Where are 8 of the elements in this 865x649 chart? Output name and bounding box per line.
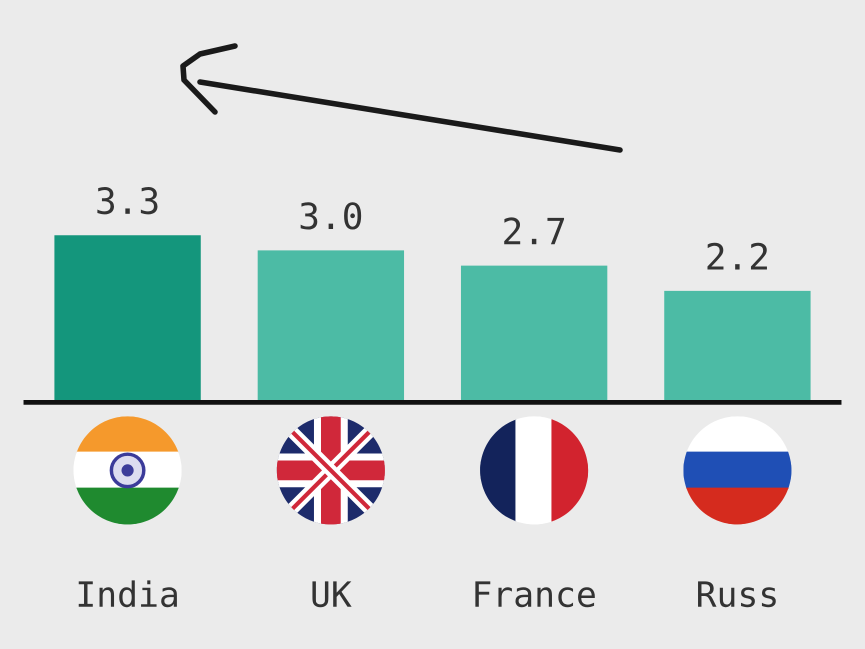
data-label: 2.7: [504, 217, 564, 244]
data-label: 2.2: [707, 242, 767, 270]
x-tick-label: France: [475, 581, 595, 608]
x-tick-label: India: [78, 580, 177, 608]
data-label: 3.3: [97, 187, 158, 214]
x-tick-label: Russ: [698, 581, 776, 608]
x-tick-label: UK: [312, 581, 352, 608]
data-label: 3.0: [300, 202, 362, 230]
